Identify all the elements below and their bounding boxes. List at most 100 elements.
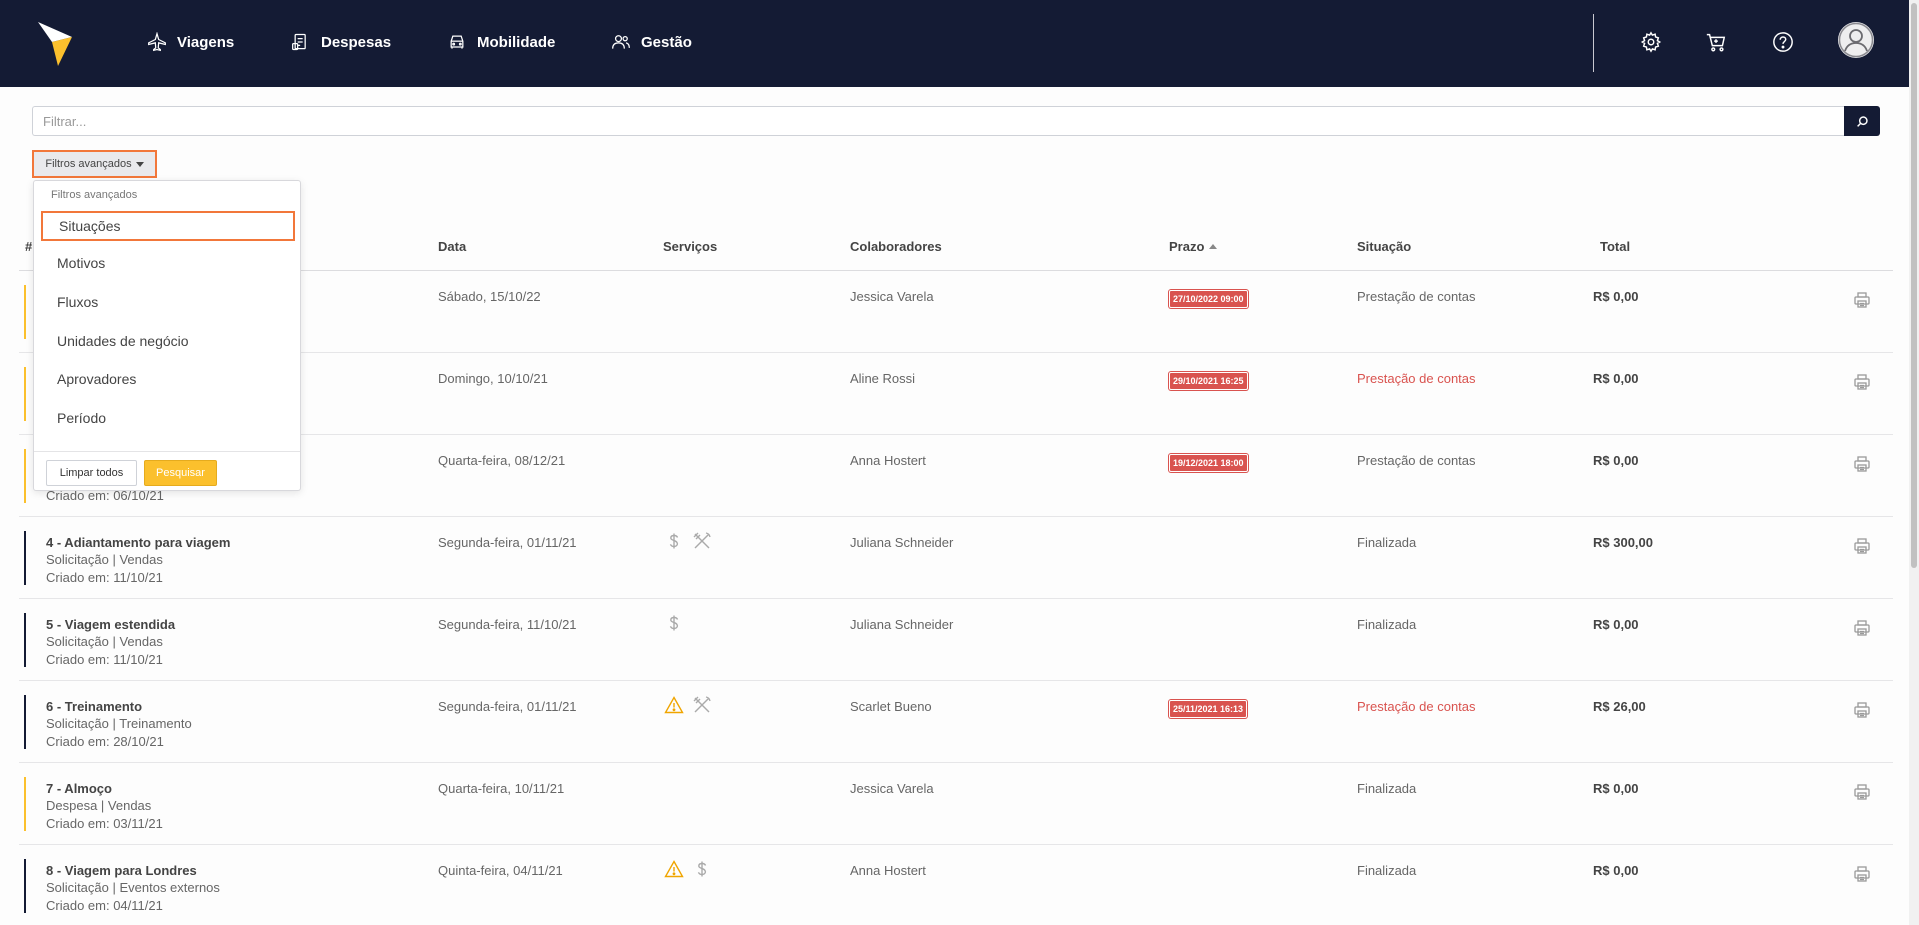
row-services (664, 859, 712, 879)
print-button[interactable] (1853, 455, 1871, 473)
nav-item-mobilidade[interactable]: Mobilidade (447, 30, 555, 54)
column-header-deadline-label: Prazo (1169, 239, 1205, 254)
column-header-date[interactable]: Data (438, 239, 467, 254)
row-title[interactable]: 7 - Almoço (46, 781, 112, 796)
row-type-indicator (24, 859, 26, 913)
caret-down-icon (135, 161, 144, 167)
print-button[interactable] (1853, 373, 1871, 391)
filter-input[interactable] (32, 106, 1845, 136)
printer-icon (1854, 702, 1870, 718)
row-total: R$ 0,00 (1593, 617, 1639, 632)
row-status: Finalizada (1357, 617, 1417, 632)
filter-option-motivos[interactable]: Motivos (57, 255, 106, 271)
printer-icon (1854, 374, 1870, 390)
row-collaborator: Jessica Varela (850, 289, 934, 304)
print-button[interactable] (1853, 865, 1871, 883)
row-date: Segunda-feira, 01/11/21 (438, 699, 577, 714)
table-row[interactable]: Domingo, 10/10/21 Aline Rossi 29/10/2021 1… (19, 353, 1893, 435)
print-button[interactable] (1853, 783, 1871, 801)
nav-label: Gestão (641, 33, 692, 51)
logo-icon[interactable] (38, 22, 72, 66)
row-status: Finalizada (1357, 535, 1417, 550)
warning-icon (664, 696, 684, 714)
row-status: Finalizada (1357, 781, 1417, 796)
column-header-services[interactable]: Serviços (663, 239, 718, 254)
table-row[interactable]: 8 - Viagem para Londres Solicitação | Eve… (19, 845, 1893, 925)
column-header-colab[interactable]: Colaboradores (850, 239, 942, 254)
filter-option-fluxos[interactable]: Fluxos (57, 294, 99, 310)
filter-search-button[interactable] (1844, 106, 1880, 136)
row-date: Sábado, 15/10/22 (438, 289, 541, 304)
filter-option-unidades[interactable]: Unidades de negócio (57, 333, 189, 349)
row-date: Domingo, 10/10/21 (438, 371, 548, 386)
table-header-divider (19, 270, 1893, 271)
table-row[interactable]: 5 - Viagem estendida Solicitação | Vendas… (19, 599, 1893, 681)
advanced-filters-toggle[interactable]: Filtros avançados (32, 150, 157, 178)
print-button[interactable] (1853, 537, 1871, 555)
table-row[interactable]: 6 - Treinamento Solicitação | Treinamento… (19, 681, 1893, 763)
printer-icon (1854, 292, 1870, 308)
row-subtitle: Solicitação | Vendas (46, 552, 163, 567)
row-type-indicator (24, 449, 26, 503)
table-row[interactable]: Criado em: 06/10/21 Quarta-feira, 08/12/2… (19, 435, 1893, 517)
page-scrollbar-thumb[interactable] (1911, 3, 1917, 568)
nav-item-despesas[interactable]: Despesas (291, 30, 391, 54)
filter-option-periodo[interactable]: Período (57, 410, 107, 426)
table-row[interactable]: Sábado, 15/10/22 Jessica Varela 27/10/2022… (19, 271, 1893, 353)
cart-button[interactable] (1702, 28, 1730, 56)
table-row[interactable]: 4 - Adiantamento para viagem Solicitação … (19, 517, 1893, 599)
row-status: Prestação de contas (1357, 371, 1476, 386)
table-row[interactable]: 7 - Almoço Despesa | Vendas Criado em: 03/… (19, 763, 1893, 845)
nav-label: Mobilidade (477, 33, 556, 51)
row-total: R$ 0,00 (1593, 371, 1639, 386)
nav-item-viagens[interactable]: Viagens (147, 30, 234, 54)
nav-label: Despesas (321, 33, 392, 51)
settings-button[interactable] (1637, 28, 1665, 56)
clear-all-button[interactable]: Limpar todos (46, 460, 137, 486)
user-icon (1838, 22, 1874, 58)
row-deadline-badge: 25/11/2021 16:13 (1169, 700, 1248, 718)
row-deadline-badge: 27/10/2022 09:00 (1169, 290, 1248, 308)
row-collaborator: Jessica Varela (850, 781, 934, 796)
row-date: Segunda-feira, 11/10/21 (438, 617, 577, 632)
row-collaborator: Juliana Schneider (850, 535, 954, 550)
users-icon (612, 35, 630, 49)
car-icon (450, 35, 464, 49)
row-deadline-badge: 19/12/2021 18:00 (1169, 454, 1248, 472)
filter-option-aprovadores[interactable]: Aprovadores (57, 371, 137, 387)
row-type-indicator (24, 613, 26, 667)
print-button[interactable] (1853, 291, 1871, 309)
row-total: R$ 26,00 (1593, 699, 1646, 714)
row-date: Quarta-feira, 08/12/21 (438, 453, 566, 468)
nav-item-gestao[interactable]: Gestão (611, 30, 692, 54)
column-header-status[interactable]: Situação (1357, 239, 1412, 254)
row-total: R$ 0,00 (1593, 863, 1639, 878)
advanced-filters-dropdown: Filtros avançados Situações Motivos Flux… (33, 180, 301, 491)
print-button[interactable] (1853, 701, 1871, 719)
search-button[interactable]: Pesquisar (144, 460, 217, 486)
row-status: Prestação de contas (1357, 699, 1476, 714)
filter-option-situacoes[interactable]: Situações (41, 211, 295, 241)
row-services (664, 531, 712, 551)
row-title[interactable]: 6 - Treinamento (46, 699, 143, 714)
column-header-number: # (25, 239, 33, 254)
row-title[interactable]: 4 - Adiantamento para viagem (46, 535, 231, 550)
row-subtitle: Despesa | Vendas (46, 798, 152, 813)
column-header-total[interactable]: Total (1600, 239, 1631, 254)
dollar-icon (697, 861, 707, 877)
row-type-indicator (24, 367, 26, 421)
row-subtitle: Solicitação | Treinamento (46, 716, 192, 731)
top-navbar: Viagens Despesas Mobilidade Gestão (0, 0, 1919, 87)
print-button[interactable] (1853, 619, 1871, 637)
row-deadline-badge: 29/10/2021 16:25 (1169, 372, 1248, 390)
row-type-indicator (24, 695, 26, 749)
help-button[interactable] (1769, 28, 1797, 56)
column-header-deadline[interactable]: Prazo (1169, 239, 1218, 254)
user-avatar[interactable] (1838, 22, 1874, 58)
row-title[interactable]: 8 - Viagem para Londres (46, 863, 197, 878)
row-title[interactable]: 5 - Viagem estendida (46, 617, 176, 632)
row-status: Finalizada (1357, 863, 1417, 878)
row-created-date: Criado em: 06/10/21 (46, 488, 164, 503)
row-total: R$ 300,00 (1593, 535, 1653, 550)
search-icon (1856, 115, 1868, 127)
